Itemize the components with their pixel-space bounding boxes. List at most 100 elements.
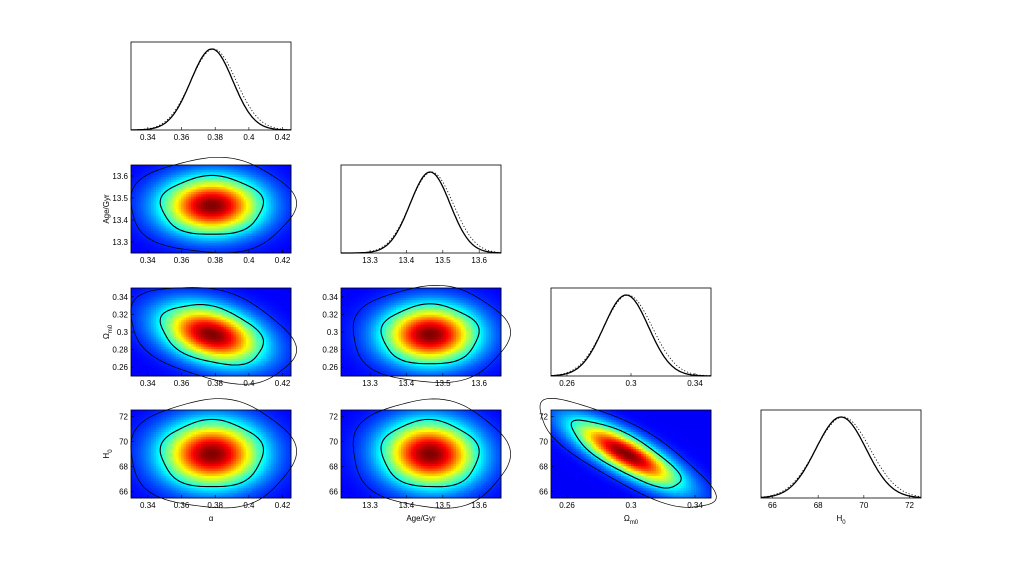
density-cell [181, 288, 184, 291]
density-cell [196, 358, 199, 362]
density-cell [211, 216, 214, 220]
density-cell [226, 221, 229, 225]
density-cell [133, 196, 137, 200]
marginal-alpha-xtick-label: 0.34 [140, 133, 156, 142]
density-cell [233, 221, 237, 225]
density-cell [181, 238, 184, 242]
density-cell [231, 346, 234, 350]
density-cell [183, 182, 187, 185]
density-cell [131, 327, 134, 330]
density-cell [238, 218, 242, 222]
density-cell [268, 233, 272, 237]
density-cell [158, 167, 162, 171]
density-cell [143, 209, 147, 212]
density-cell [218, 310, 222, 313]
density-cell [166, 221, 169, 225]
density-cell [221, 209, 224, 212]
density-cell [288, 182, 292, 185]
density-cell [153, 221, 157, 225]
density-cell [256, 366, 259, 370]
density-cell [186, 213, 189, 217]
density-cell [248, 336, 252, 340]
density-cell [181, 319, 184, 323]
density-cell [288, 248, 292, 251]
density-cell [261, 363, 264, 367]
density-cell [151, 319, 154, 323]
density-cell [213, 235, 217, 239]
density-cell [401, 295, 404, 299]
density-cell [241, 356, 244, 360]
density-cell [268, 248, 272, 251]
density-cell [211, 358, 214, 362]
density-cell [193, 373, 197, 377]
density-cell [216, 243, 219, 247]
density-cell [266, 290, 269, 294]
density-cell [171, 216, 174, 220]
density-cell [198, 174, 202, 178]
density-cell [236, 209, 239, 212]
density-cell [198, 226, 202, 229]
density-cell [178, 206, 182, 210]
density-cell [416, 297, 419, 301]
density-cell [193, 361, 197, 365]
density-cell [266, 366, 269, 370]
density-cell [181, 167, 184, 171]
density-cell [211, 349, 214, 352]
density-cell [216, 250, 219, 254]
density-cell [148, 169, 152, 173]
density-cell [236, 201, 239, 205]
density-cell [453, 295, 457, 299]
density-cell [231, 211, 234, 215]
density-cell [248, 351, 252, 355]
density-cell [133, 324, 137, 328]
density-cell [281, 221, 284, 225]
density-cell [236, 174, 239, 178]
density-cell [408, 288, 412, 291]
density-cell [273, 182, 277, 185]
density-cell [156, 201, 159, 205]
density-cell [168, 238, 172, 242]
density-cell [181, 216, 184, 220]
density-cell [156, 206, 159, 210]
density-cell [201, 361, 204, 365]
density-cell [176, 356, 179, 360]
density-cell [283, 324, 287, 328]
density-cell [263, 245, 267, 249]
density-cell [211, 351, 214, 355]
density-cell [168, 356, 172, 360]
density-cell [211, 231, 214, 234]
density-cell [248, 250, 252, 254]
density-cell [151, 172, 154, 176]
density-cell [208, 297, 212, 301]
density-cell [148, 187, 152, 190]
density-cell [201, 368, 204, 372]
density-cell [271, 371, 274, 374]
density-cell [136, 314, 139, 318]
density-cell [211, 218, 214, 222]
density-cell [221, 349, 224, 352]
density-cell [178, 184, 182, 188]
density-cell [206, 297, 209, 301]
density-cell [286, 196, 289, 200]
density-cell [136, 336, 139, 340]
density-cell [208, 238, 212, 242]
density-cell [218, 226, 222, 229]
density-cell [241, 295, 244, 299]
density-cell [141, 332, 144, 335]
density-cell [186, 238, 189, 242]
density-cell [136, 307, 139, 311]
density-cell [253, 167, 257, 171]
density-cell [283, 216, 287, 220]
density-cell [253, 177, 257, 181]
density-cell [193, 297, 197, 301]
density-cell [268, 371, 272, 374]
density-cell [276, 292, 279, 296]
density-cell [176, 314, 179, 318]
density-cell [158, 204, 162, 207]
density-cell [263, 312, 267, 316]
density-cell [473, 292, 477, 296]
density-cell [226, 356, 229, 360]
density-cell [266, 346, 269, 350]
density-cell [143, 179, 147, 183]
density-cell [218, 297, 222, 301]
